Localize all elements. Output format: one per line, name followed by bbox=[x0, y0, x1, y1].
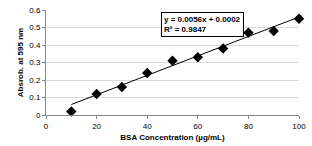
svg-text:y = 0.0056x + 0.0002R² = 0.984: y = 0.0056x + 0.0002R² = 0.9847 bbox=[164, 15, 241, 34]
svg-text:20: 20 bbox=[92, 122, 101, 131]
svg-text:0.3: 0.3 bbox=[29, 58, 41, 67]
svg-text:0: 0 bbox=[44, 122, 49, 131]
svg-text:Absrob. at 595 nm: Absrob. at 595 nm bbox=[16, 28, 25, 97]
svg-text:40: 40 bbox=[143, 122, 152, 131]
svg-text:0.2: 0.2 bbox=[29, 76, 41, 85]
svg-text:80: 80 bbox=[244, 122, 253, 131]
svg-text:0.1: 0.1 bbox=[29, 93, 41, 102]
svg-text:0: 0 bbox=[36, 111, 41, 120]
svg-text:0.5: 0.5 bbox=[29, 23, 41, 32]
svg-text:BSA Concentration (µg/mL): BSA Concentration (µg/mL) bbox=[120, 133, 225, 142]
svg-text:60: 60 bbox=[193, 122, 202, 131]
svg-text:0.6: 0.6 bbox=[29, 6, 41, 15]
svg-text:100: 100 bbox=[292, 122, 306, 131]
svg-text:0.4: 0.4 bbox=[29, 41, 41, 50]
